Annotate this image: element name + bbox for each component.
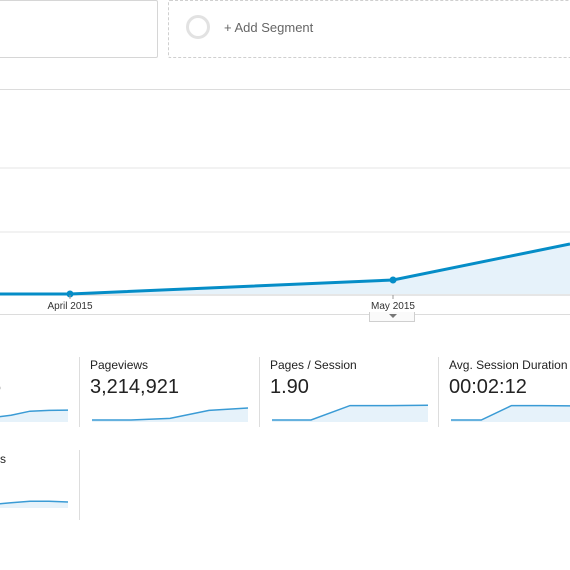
metric-name: s bbox=[0, 452, 6, 466]
sparkline-line bbox=[0, 409, 69, 418]
segment-box[interactable] bbox=[0, 0, 158, 58]
sparkline-area bbox=[92, 408, 248, 422]
sparkline-area bbox=[451, 405, 570, 422]
metric-name: Pageviews bbox=[90, 358, 149, 372]
sparkline-line bbox=[92, 407, 249, 421]
data-point bbox=[66, 290, 74, 298]
metric-name: Avg. Session Duration bbox=[449, 358, 568, 372]
segment-circle-icon bbox=[186, 15, 210, 39]
data-point bbox=[389, 276, 397, 284]
chart-bottom-border bbox=[0, 314, 570, 315]
chart-area-fill bbox=[0, 244, 570, 294]
sparkline-area bbox=[272, 405, 428, 422]
metric-value: 1.90 bbox=[270, 376, 309, 398]
metric-value: 00:02:12 bbox=[449, 376, 527, 398]
metric-divider bbox=[79, 450, 80, 520]
sparkline-line bbox=[0, 500, 69, 505]
metric-value: 3,214,921 bbox=[90, 376, 179, 398]
metric-sparkline bbox=[451, 404, 570, 422]
sparkline-line bbox=[272, 404, 429, 421]
chart-line bbox=[0, 242, 570, 296]
chart-collapse-toggle[interactable] bbox=[369, 312, 415, 322]
metric-divider bbox=[259, 357, 260, 427]
metric-name: Pages / Session bbox=[270, 358, 357, 372]
chart-grid bbox=[0, 167, 570, 296]
chart-x-ticks: April 2015 May 2015 bbox=[47, 295, 415, 312]
x-tick-label: April 2015 bbox=[47, 301, 92, 312]
caret-down-icon bbox=[389, 314, 397, 318]
metric-sparkline bbox=[0, 500, 69, 508]
metric-sparkline bbox=[272, 404, 429, 422]
metric-sparkline bbox=[0, 409, 69, 422]
chart-points bbox=[66, 276, 397, 298]
add-segment-label: + Add Segment bbox=[224, 20, 314, 35]
chart-top-border bbox=[0, 89, 570, 90]
metric-divider bbox=[438, 357, 439, 427]
metric-divider bbox=[79, 357, 80, 427]
sessions-chart: April 2015 May 2015 bbox=[0, 167, 570, 312]
sparkline-line bbox=[451, 404, 570, 421]
metric-value: 6 bbox=[0, 376, 1, 399]
metric-sparkline bbox=[92, 407, 249, 422]
x-tick-label: May 2015 bbox=[371, 301, 415, 312]
add-segment-button[interactable]: + Add Segment bbox=[168, 0, 570, 58]
sparkline-area bbox=[0, 410, 68, 422]
